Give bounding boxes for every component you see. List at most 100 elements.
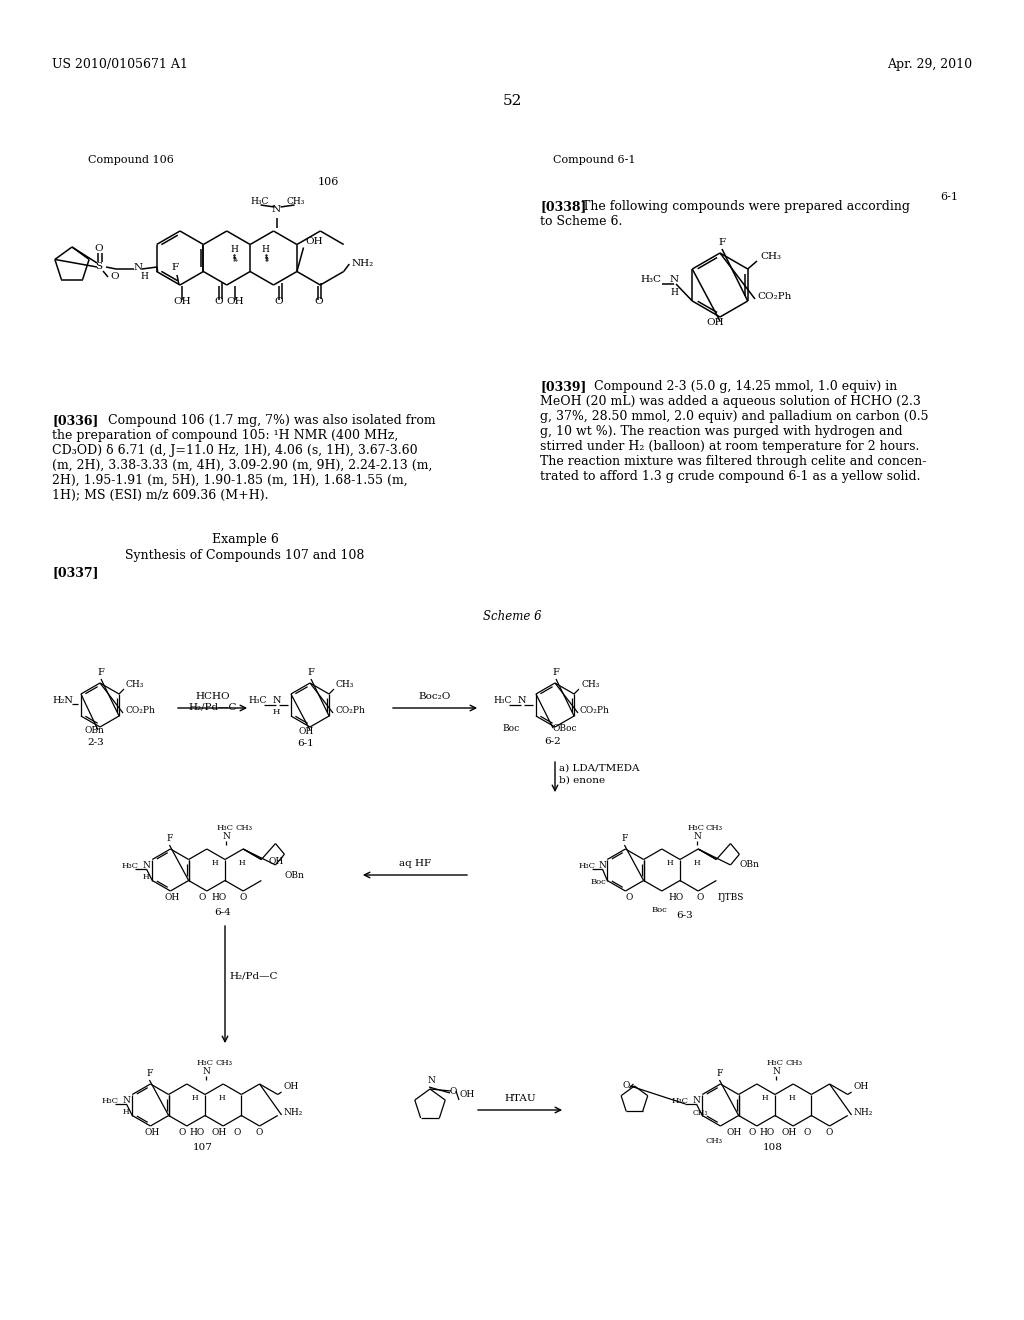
Text: Example 6: Example 6 <box>212 533 279 546</box>
Text: 6-1: 6-1 <box>940 191 958 202</box>
Text: Boc: Boc <box>503 723 519 733</box>
Text: F: F <box>146 1069 153 1078</box>
Text: OH: OH <box>781 1129 797 1137</box>
Text: CH₃: CH₃ <box>760 252 781 261</box>
Text: a) LDA/TMEDA: a) LDA/TMEDA <box>559 764 640 774</box>
Text: Compound 6-1: Compound 6-1 <box>553 154 636 165</box>
Text: 6-1: 6-1 <box>298 739 314 748</box>
Text: N: N <box>693 832 701 841</box>
Text: N: N <box>670 275 679 284</box>
Text: O: O <box>110 272 119 281</box>
Text: F: F <box>166 834 173 843</box>
Text: H₃C: H₃C <box>197 1059 214 1067</box>
Text: 6-2: 6-2 <box>545 737 561 746</box>
Text: 106: 106 <box>318 177 339 187</box>
Text: N: N <box>222 832 230 841</box>
Text: O: O <box>198 894 206 902</box>
Text: Boc: Boc <box>591 878 606 886</box>
Text: [0336]: [0336] <box>52 414 98 426</box>
Text: O: O <box>274 297 283 306</box>
Text: Boc₂O: Boc₂O <box>419 692 452 701</box>
Text: N: N <box>598 861 606 870</box>
Text: O: O <box>804 1129 811 1137</box>
Text: CH₃: CH₃ <box>706 824 723 832</box>
Text: H: H <box>142 873 150 880</box>
Text: H₃C: H₃C <box>767 1059 784 1067</box>
Text: H: H <box>788 1094 795 1102</box>
Text: CD₃OD) δ 6.71 (d, J=11.0 Hz, 1H), 4.06 (s, 1H), 3.67-3.60: CD₃OD) δ 6.71 (d, J=11.0 Hz, 1H), 4.06 (… <box>52 444 418 457</box>
Text: 1H); MS (ESI) m/z 609.36 (M+H).: 1H); MS (ESI) m/z 609.36 (M+H). <box>52 488 268 502</box>
Text: H₃C: H₃C <box>640 275 662 284</box>
Text: Compound 106: Compound 106 <box>88 154 174 165</box>
Text: H₃C: H₃C <box>248 696 266 705</box>
Text: O: O <box>240 894 247 902</box>
Text: H: H <box>239 859 245 867</box>
Text: O: O <box>626 894 633 902</box>
Text: F: F <box>553 668 559 677</box>
Text: H₃C: H₃C <box>672 1097 688 1105</box>
Text: H: H <box>762 1094 768 1102</box>
Text: Compound 106 (1.7 mg, 7%) was also isolated from: Compound 106 (1.7 mg, 7%) was also isola… <box>96 414 435 426</box>
Text: stirred under H₂ (balloon) at room temperature for 2 hours.: stirred under H₂ (balloon) at room tempe… <box>540 440 920 453</box>
Text: CO₂Ph: CO₂Ph <box>125 706 155 715</box>
Text: CO₂Ph: CO₂Ph <box>757 292 792 301</box>
Text: The following compounds were prepared according: The following compounds were prepared ac… <box>582 201 910 213</box>
Text: N: N <box>142 861 151 870</box>
Text: [0337]: [0337] <box>52 566 98 579</box>
Text: Compound 2-3 (5.0 g, 14.25 mmol, 1.0 equiv) in: Compound 2-3 (5.0 g, 14.25 mmol, 1.0 equ… <box>582 380 897 393</box>
Text: 6-4: 6-4 <box>215 908 231 917</box>
Text: CH₃: CH₃ <box>581 680 599 689</box>
Text: g, 37%, 28.50 mmol, 2.0 equiv) and palladium on carbon (0.5: g, 37%, 28.50 mmol, 2.0 equiv) and palla… <box>540 411 929 422</box>
Text: N: N <box>123 1096 130 1105</box>
Text: CH₃: CH₃ <box>706 1137 723 1144</box>
Text: aq HF: aq HF <box>399 859 431 869</box>
Text: H: H <box>667 859 674 867</box>
Text: O: O <box>314 297 323 306</box>
Text: CH₃: CH₃ <box>785 1059 802 1067</box>
Text: the preparation of compound 105: ¹H NMR (400 MHz,: the preparation of compound 105: ¹H NMR … <box>52 429 398 442</box>
Text: H: H <box>212 859 218 867</box>
Text: O: O <box>233 1129 241 1137</box>
Text: H: H <box>273 708 281 715</box>
Text: OBn: OBn <box>84 726 104 735</box>
Text: O: O <box>256 1129 263 1137</box>
Text: N: N <box>427 1076 435 1085</box>
Text: ŊTBS: ŊTBS <box>718 894 743 902</box>
Text: O: O <box>214 297 223 306</box>
Text: N: N <box>772 1067 780 1076</box>
Text: CH₃: CH₃ <box>692 1109 708 1117</box>
Text: CH₃: CH₃ <box>287 197 305 206</box>
Text: F: F <box>622 834 628 843</box>
Text: H₃C: H₃C <box>101 1097 119 1105</box>
Text: CH₃: CH₃ <box>336 680 354 689</box>
Text: b) enone: b) enone <box>559 776 605 785</box>
Text: N: N <box>272 205 282 214</box>
Text: NH₂: NH₂ <box>284 1107 303 1117</box>
Text: H: H <box>123 1107 129 1115</box>
Text: OH: OH <box>165 894 180 902</box>
Text: S: S <box>95 261 102 271</box>
Text: HO: HO <box>189 1129 205 1137</box>
Text: g, 10 wt %). The reaction was purged with hydrogen and: g, 10 wt %). The reaction was purged wit… <box>540 425 902 438</box>
Text: CO₂Ph: CO₂Ph <box>335 706 365 715</box>
Text: H: H <box>191 1094 199 1102</box>
Text: CH₃: CH₃ <box>215 1059 232 1067</box>
Text: H: H <box>693 859 699 867</box>
Text: H₃C: H₃C <box>217 824 234 832</box>
Text: O: O <box>826 1129 834 1137</box>
Text: N: N <box>202 1067 210 1076</box>
Text: 108: 108 <box>763 1143 783 1152</box>
Text: H: H <box>218 1094 225 1102</box>
Text: OH: OH <box>707 318 724 327</box>
Text: N: N <box>133 263 142 272</box>
Text: OH: OH <box>268 857 284 866</box>
Text: CH₃: CH₃ <box>126 680 144 689</box>
Text: The reaction mixture was filtered through celite and concen-: The reaction mixture was filtered throug… <box>540 455 927 469</box>
Text: H₃C: H₃C <box>493 696 511 705</box>
Text: F: F <box>307 668 314 677</box>
Text: F: F <box>719 238 726 247</box>
Text: N: N <box>273 696 282 705</box>
Text: F: F <box>716 1069 723 1078</box>
Text: 52: 52 <box>503 94 521 108</box>
Text: NH₂: NH₂ <box>854 1107 872 1117</box>
